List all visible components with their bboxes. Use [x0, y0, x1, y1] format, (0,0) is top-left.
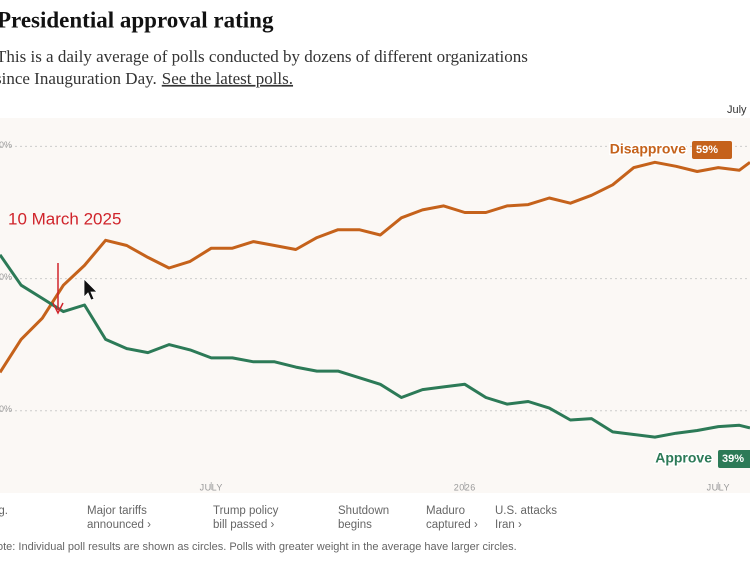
event-label[interactable]: Major tariffs [87, 505, 147, 517]
event-label[interactable]: bill passed › [213, 519, 275, 531]
event-label[interactable]: ug. [0, 505, 8, 517]
legend-label: Disapprove [610, 141, 686, 157]
event-label[interactable]: announced › [87, 519, 151, 531]
event-label[interactable]: begins [338, 519, 372, 531]
event-label[interactable]: Trump policy [213, 505, 279, 517]
event-label[interactable]: Iran › [495, 519, 522, 531]
latest-box [692, 141, 732, 159]
y-tick-label: 60% [0, 140, 12, 150]
period-label[interactable]: July [727, 104, 747, 116]
x-tick-label: JULY [707, 482, 730, 492]
event-label[interactable]: captured › [426, 519, 478, 531]
event-label[interactable]: Shutdown [338, 505, 389, 517]
latest-label: 39% [722, 453, 744, 465]
plot: 40% 50% 60% JULY 2026 JULY Disapprove 59% Approv… [0, 139, 750, 531]
cursor [83, 278, 98, 301]
event-label[interactable]: U.S. attacks [495, 505, 557, 517]
subtitle: This is a daily average of polls conduct… [0, 47, 528, 66]
plot-background [0, 118, 750, 493]
x-tick-label: 2026 [454, 482, 476, 492]
polls-link[interactable]: See the latest polls. [162, 69, 293, 88]
annotation-arrowhead [52, 302, 64, 315]
series-line [0, 160, 750, 374]
y-tick-label: 40% [0, 404, 12, 414]
latest-label: 59% [696, 144, 718, 156]
chart-title: Presidential approval rating [0, 7, 274, 32]
x-tick-label: JULY [200, 482, 223, 492]
series-line [0, 253, 750, 439]
event-label[interactable]: Maduro [426, 505, 465, 517]
y-tick-label: 50% [0, 272, 12, 282]
subtitle: since Inauguration Day. [0, 69, 157, 88]
note: ote: Individual poll results are shown a… [0, 541, 517, 553]
legend-label: Approve [655, 450, 712, 466]
annotation: 10 March 2025 [8, 209, 121, 228]
latest-box [718, 450, 750, 468]
